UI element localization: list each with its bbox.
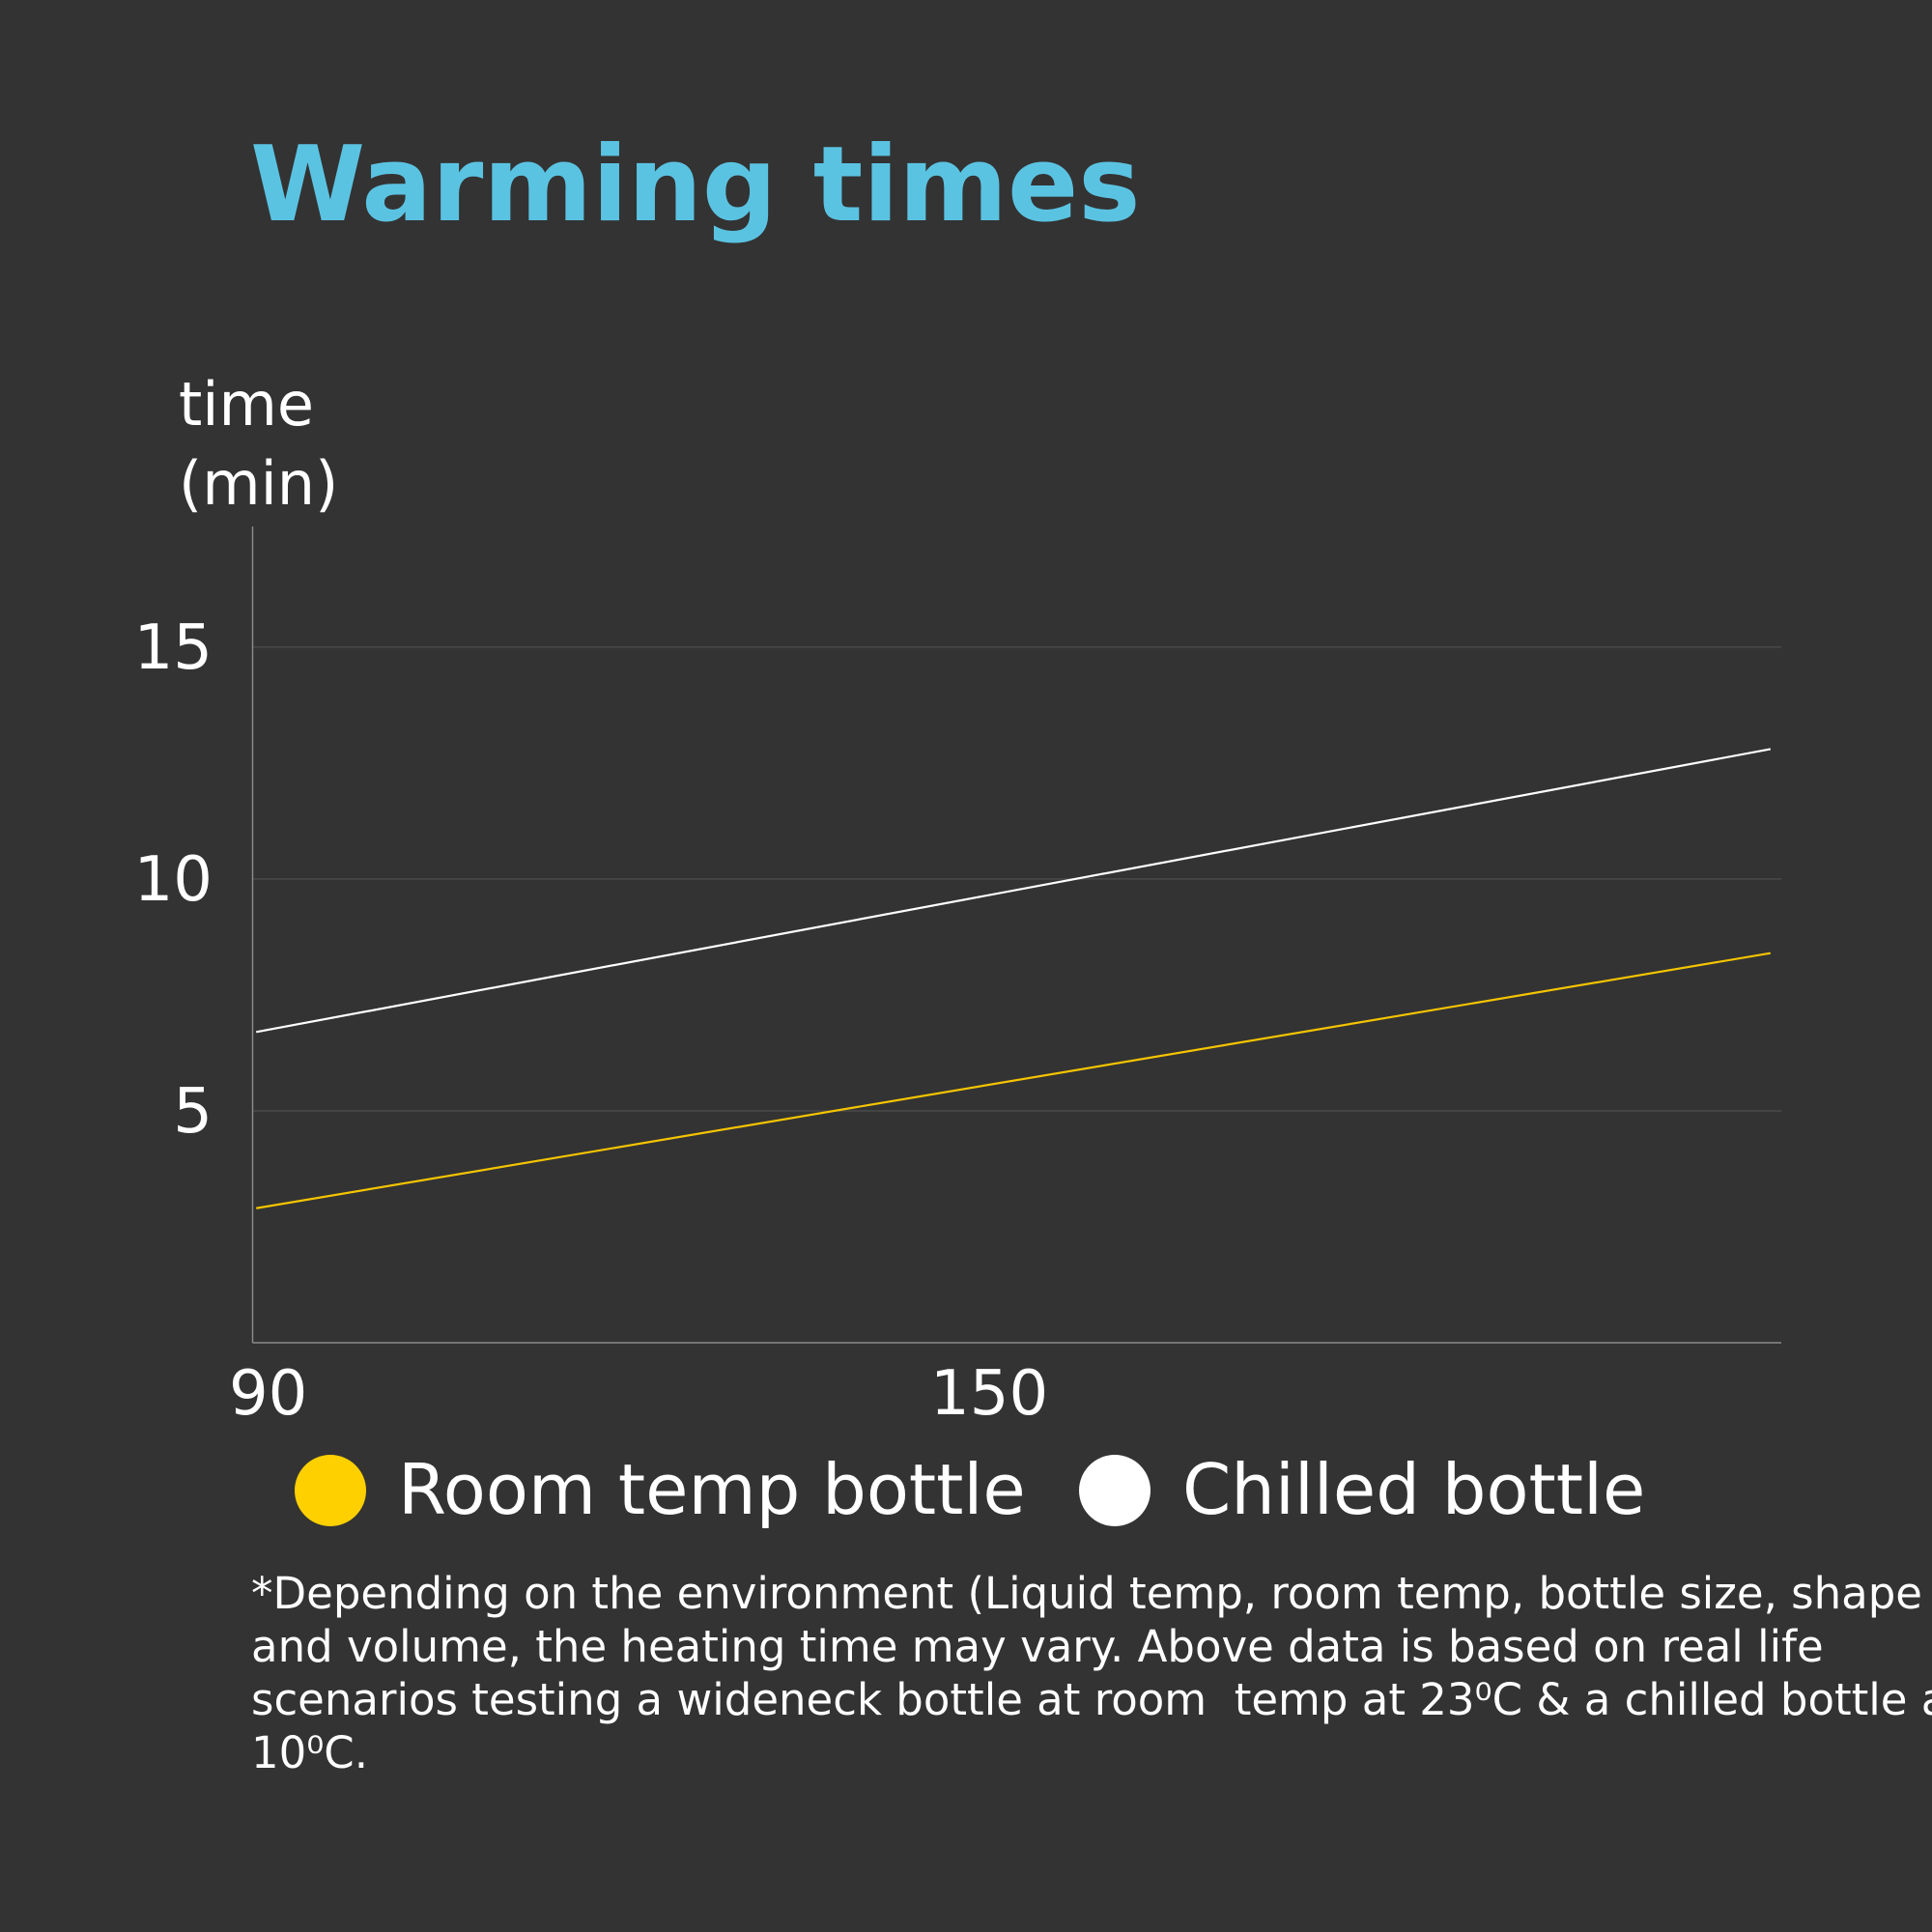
footnote: and volume, the heating time may vary. A…: [251, 1621, 1824, 1672]
legend-marker: [295, 1455, 366, 1526]
x-tick-label: 150: [930, 1358, 1048, 1430]
x-tick-label: 90: [229, 1358, 307, 1430]
legend-marker: [1079, 1455, 1151, 1526]
y-tick-label: 15: [134, 612, 213, 684]
legend-label: Chilled bottle: [1182, 1449, 1645, 1530]
series-line: [256, 952, 1771, 1209]
series-line: [256, 748, 1772, 1034]
y-axis-label: time: [179, 369, 314, 440]
y-tick-label: 10: [134, 844, 213, 916]
y-tick-label: 5: [173, 1076, 213, 1148]
chart-title: Warming times: [250, 125, 1140, 245]
legend-label: Room temp bottle: [398, 1449, 1026, 1530]
footnote: 10⁰C.: [251, 1727, 368, 1778]
footnote: *Depending on the environment (Liquid te…: [251, 1568, 1922, 1619]
y-axis-label: (min): [179, 448, 338, 519]
footnote: scenarios testing a wideneck bottle at r…: [251, 1674, 1932, 1725]
